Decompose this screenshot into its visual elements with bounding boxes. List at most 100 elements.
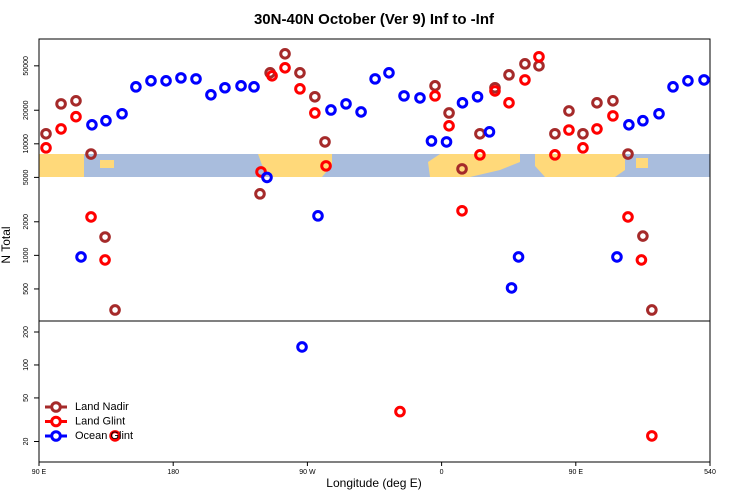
- point: [483, 126, 496, 138]
- point: [248, 81, 260, 93]
- point: [512, 251, 525, 263]
- point: [443, 120, 455, 132]
- point: [425, 135, 438, 147]
- point: [100, 114, 112, 127]
- point: [340, 98, 352, 110]
- point: [398, 90, 410, 102]
- point: [622, 211, 634, 223]
- point: [145, 75, 157, 87]
- point: [130, 81, 142, 93]
- y-tick-label: 50000: [23, 56, 30, 76]
- point: [70, 110, 82, 123]
- land: [535, 154, 625, 177]
- point: [456, 204, 468, 217]
- point: [503, 69, 515, 81]
- x-tick-label: 90 E: [32, 469, 47, 476]
- x-tick-label: 90 W: [299, 469, 316, 476]
- point: [160, 75, 172, 87]
- point: [254, 188, 266, 200]
- point: [623, 119, 635, 131]
- point: [653, 107, 665, 120]
- point: [489, 85, 501, 97]
- point: [109, 304, 121, 316]
- point: [646, 304, 658, 316]
- point: [312, 210, 324, 222]
- point: [577, 142, 589, 154]
- point: [622, 148, 634, 160]
- point: [456, 97, 469, 109]
- y-tick-label: 100: [23, 359, 30, 371]
- point: [175, 72, 187, 84]
- land: [39, 154, 84, 177]
- map-strip: [39, 154, 710, 177]
- point: [75, 251, 87, 263]
- point: [698, 74, 710, 86]
- point: [294, 83, 306, 95]
- point: [296, 341, 308, 353]
- point: [235, 80, 247, 92]
- panel-frame: [38, 320, 711, 463]
- point: [85, 148, 97, 160]
- point: [519, 58, 531, 70]
- point: [456, 163, 468, 175]
- point: [86, 119, 98, 131]
- point: [369, 73, 381, 85]
- point: [294, 67, 306, 79]
- point: [682, 75, 694, 87]
- point: [279, 47, 291, 60]
- point: [503, 97, 515, 109]
- point: [219, 81, 231, 94]
- point: [443, 107, 455, 119]
- point: [325, 104, 337, 116]
- point: [563, 105, 575, 117]
- point: [355, 106, 367, 118]
- y-tick-label: 2000: [23, 214, 30, 230]
- land: [428, 154, 520, 177]
- point: [549, 127, 561, 140]
- point: [309, 90, 321, 103]
- point: [533, 50, 545, 63]
- land: [100, 160, 114, 168]
- legend-marker: [50, 415, 62, 428]
- point: [190, 73, 202, 85]
- x-axis-label: Longitude (deg E): [326, 476, 421, 490]
- point: [549, 149, 561, 161]
- point: [261, 171, 273, 184]
- point: [279, 62, 291, 74]
- point: [99, 254, 111, 266]
- y-tick-label: 1000: [23, 247, 30, 263]
- point: [646, 430, 658, 442]
- point: [205, 88, 217, 101]
- point: [440, 136, 453, 148]
- point: [55, 98, 67, 110]
- x-tick-label: 180: [167, 469, 179, 476]
- legend-marker: [50, 430, 62, 442]
- point: [607, 110, 619, 122]
- y-tick-label: 20: [23, 438, 30, 446]
- point: [55, 123, 67, 135]
- point: [394, 405, 406, 418]
- point: [637, 114, 649, 127]
- point: [99, 231, 111, 243]
- y-tick-label: 5000: [23, 169, 30, 185]
- point: [505, 282, 518, 294]
- point: [563, 124, 575, 136]
- point: [577, 127, 589, 140]
- x-tick-label: 90 E: [569, 469, 584, 476]
- point: [266, 70, 278, 82]
- point: [116, 107, 128, 120]
- point: [591, 97, 603, 109]
- point: [471, 90, 484, 103]
- y-tick-label: 200: [23, 326, 30, 338]
- y-tick-label: 10000: [23, 134, 30, 154]
- point: [635, 254, 648, 266]
- y-axis-label: N Total: [0, 226, 13, 263]
- x-tick-label: 540: [704, 469, 716, 476]
- point: [607, 94, 619, 107]
- point: [383, 67, 395, 79]
- point: [667, 81, 679, 93]
- land: [258, 154, 332, 177]
- point: [320, 160, 332, 172]
- legend-label: Land Glint: [75, 415, 125, 427]
